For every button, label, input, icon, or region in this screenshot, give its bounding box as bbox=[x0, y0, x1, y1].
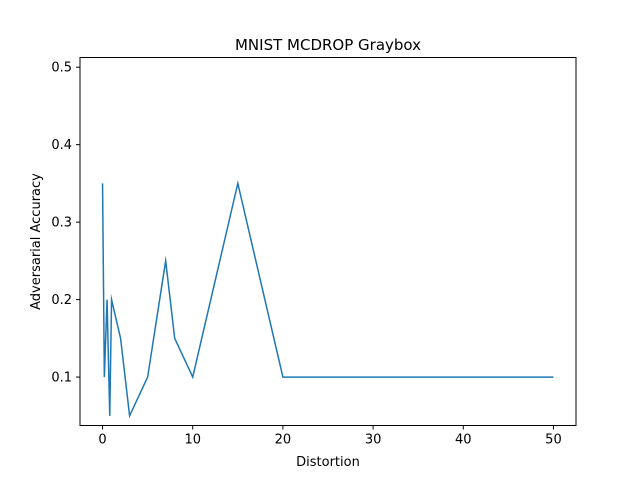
x-tick-label: 50 bbox=[545, 433, 562, 448]
x-tick-label: 20 bbox=[275, 433, 292, 448]
y-tick-label: 0.4 bbox=[51, 138, 72, 153]
x-tick-label: 40 bbox=[455, 433, 472, 448]
series-line bbox=[101, 180, 554, 419]
x-axis-label: Distortion bbox=[296, 455, 360, 470]
y-tick-label: 0.3 bbox=[51, 216, 72, 231]
plot-frame bbox=[79, 57, 577, 426]
axis-ticks: 0 10 20 30 40 50 0.1 0.2 0.3 0.4 0.5 bbox=[51, 61, 561, 448]
x-tick-label: 30 bbox=[365, 433, 382, 448]
chart-title: MNIST MCDROP Graybox bbox=[235, 36, 421, 54]
y-tick-label: 0.1 bbox=[51, 371, 72, 386]
x-tick-label: 0 bbox=[98, 433, 106, 448]
y-tick-label: 0.2 bbox=[51, 293, 72, 308]
y-tick-label: 0.5 bbox=[51, 61, 72, 76]
y-axis-label: Adversarial Accuracy bbox=[29, 173, 44, 310]
x-tick-label: 10 bbox=[184, 433, 201, 448]
plot-area bbox=[101, 180, 554, 419]
